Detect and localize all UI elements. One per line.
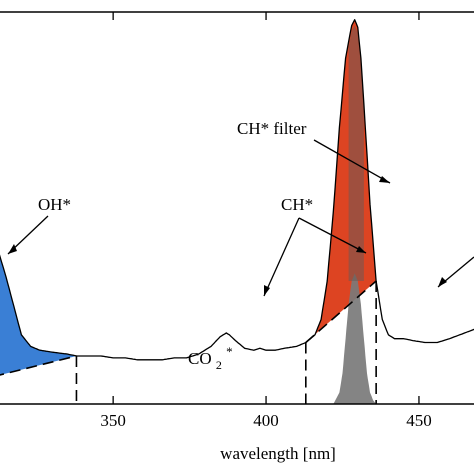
filter-curve-group <box>333 25 377 404</box>
spectrum-line-group <box>0 19 474 361</box>
x-axis-label: wavelength [nm] <box>220 444 336 463</box>
ch-filter-pointer <box>313 139 391 184</box>
ch-filter-arrowhead <box>379 176 390 183</box>
oh-arrowhead <box>8 244 17 254</box>
x-tick-label-400: 400 <box>253 411 279 430</box>
ch-baseline <box>305 280 377 344</box>
co2-superscript: * <box>226 344 233 359</box>
ch-arrowhead-2 <box>356 246 366 253</box>
ch-label: CH* <box>281 195 313 214</box>
ch-filter-curve <box>333 273 377 404</box>
co2-base: CO <box>188 349 212 368</box>
oh-label: OH* <box>38 195 71 214</box>
x-tick-label-450: 450 <box>406 411 432 430</box>
band-boundaries <box>0 280 377 404</box>
x-ticks: 350 400 450 <box>100 12 432 430</box>
x-tick-label-350: 350 <box>100 411 126 430</box>
ch-filter-label: CH* filter <box>237 119 307 138</box>
ch-pointer-2 <box>298 217 367 254</box>
co2-subscript: 2 <box>216 358 222 372</box>
annotations: OH* CH* CH* filter CO 2 * <box>7 119 474 373</box>
ch-pointer-1 <box>263 217 300 297</box>
oh-baseline <box>0 355 77 376</box>
oh-band-fill <box>0 256 77 375</box>
co2-label: CO 2 * <box>188 344 233 373</box>
ch-arrowhead-1 <box>264 285 270 296</box>
ch-filter-overlay <box>348 25 364 281</box>
spectrum-line <box>0 19 474 361</box>
ch-band-fill <box>305 19 377 343</box>
axes <box>0 11 474 405</box>
right-arrowhead <box>438 277 447 287</box>
